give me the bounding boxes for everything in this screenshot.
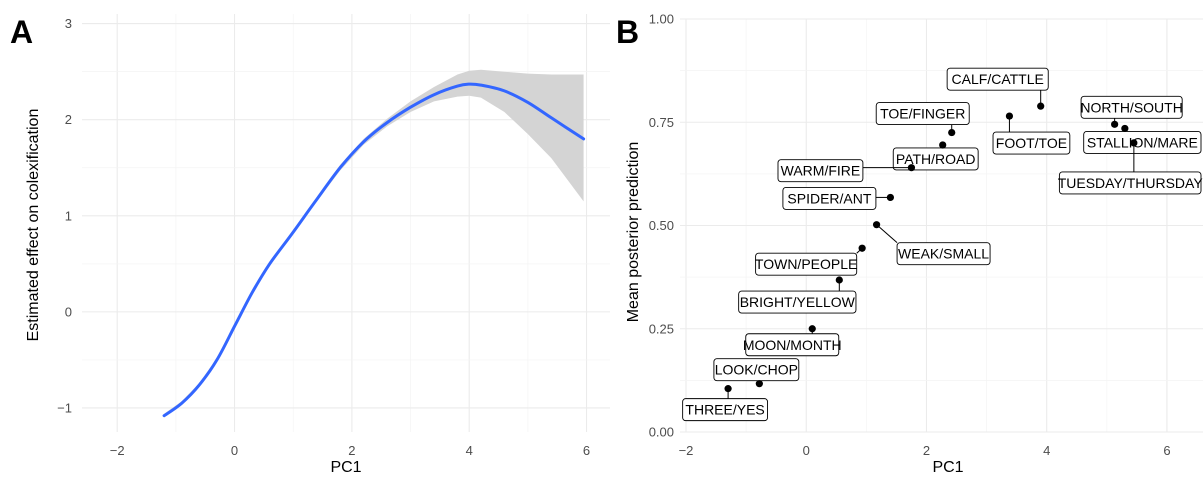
label-text: LOOK/CHOP	[715, 362, 798, 378]
chart-a-x-tick-label: 4	[466, 443, 473, 458]
scatter-point-label: MOON/MONTH	[743, 328, 842, 357]
scatter-point-label: CALF/CATTLE	[946, 67, 1049, 107]
label-box	[892, 147, 979, 171]
label-leader-line	[876, 224, 898, 244]
label-box	[782, 186, 877, 210]
chart-b-x-tick-label: 4	[1043, 443, 1050, 458]
chart-b-x-tick-label: 6	[1163, 443, 1170, 458]
label-box	[777, 159, 864, 183]
scatter-point-label: BRIGHT/YELLOW	[738, 280, 857, 314]
scatter-point	[1121, 124, 1129, 133]
chart-a-y-tick-label: 0	[65, 304, 72, 319]
chart-a-line-series	[162, 82, 586, 418]
label-text: NORTH/SOUTH	[1080, 99, 1182, 115]
chart-b-y-axis-title: Mean posterior prediction	[625, 142, 642, 323]
label-text: WARM/FIRE	[781, 163, 861, 179]
chart-a-band-area	[164, 69, 584, 418]
label-text: STALLION/MARE	[1087, 134, 1198, 150]
label-box	[875, 102, 970, 126]
scatter-point	[872, 221, 881, 229]
scatter-point	[939, 141, 947, 149]
chart-b-y-tick-label: 0.25	[649, 321, 674, 336]
label-box	[1083, 130, 1202, 154]
chart-a-confidence-band	[164, 69, 584, 418]
scatter-point	[886, 193, 895, 202]
label-text: TOWN/PEOPLE	[755, 256, 857, 272]
scatter-point-label: FOOT/TOE	[992, 116, 1071, 155]
scatter-point-label: TOE/FINGER	[875, 102, 970, 133]
scatter-point-label: PATH/ROAD	[892, 144, 979, 171]
chart-a-y-tick-label: 3	[65, 16, 72, 31]
label-text: THREE/YES	[685, 402, 764, 418]
label-text: TOE/FINGER	[880, 106, 965, 122]
scatter-point	[755, 380, 763, 388]
label-box	[738, 290, 857, 314]
label-box	[755, 252, 858, 276]
chart-b-x-tick-label: 0	[803, 443, 810, 458]
chart-a: −2 0 2 4 6 −1 0 1 2 3 PC1 Estimated effect on col…	[25, 14, 610, 476]
label-text: BRIGHT/YELLOW	[740, 294, 856, 310]
scatter-point-label: TUESDAY/THURSDAY	[1058, 142, 1203, 195]
chart-b-y-tick-label: 0.75	[649, 115, 674, 130]
scatter-point	[1111, 120, 1119, 128]
scatter-point-label: THREE/YES	[682, 388, 768, 422]
scatter-point	[835, 276, 843, 284]
scatter-point-label: TOWN/PEOPLE	[755, 247, 863, 276]
chart-a-y-tick-label: −1	[57, 400, 72, 415]
scatter-point	[1130, 139, 1138, 147]
chart-a-grid	[82, 14, 610, 432]
scatter-point-label: WARM/FIRE	[777, 159, 912, 183]
chart-b-marks: CALF/CATTLE NORTH/SOUTH STALLION/MARE TUESD…	[682, 67, 1203, 422]
scatter-point	[724, 385, 732, 393]
label-box	[946, 67, 1049, 91]
chart-b-y-tick-label: 0.50	[649, 218, 674, 233]
label-text: MOON/MONTH	[743, 337, 842, 353]
label-text: TUESDAY/THURSDAY	[1058, 175, 1203, 191]
label-text: FOOT/TOE	[996, 135, 1067, 151]
scatter-point-label: LOOK/CHOP	[713, 358, 800, 384]
chart-a-x-tick-label: 2	[348, 443, 355, 458]
chart-a-y-tick-label: 1	[65, 208, 72, 223]
scatter-point	[1005, 112, 1014, 120]
scatter-point	[808, 325, 816, 333]
label-box	[745, 333, 840, 357]
chart-a-x-tick-label: 0	[231, 443, 238, 458]
scatter-point	[1037, 102, 1045, 110]
chart-b-x-tick-label: 2	[923, 443, 930, 458]
label-box	[713, 358, 800, 382]
chart-a-ticks: −2 0 2 4 6 −1 0 1 2 3	[57, 16, 590, 458]
chart-a-x-tick-label: −2	[110, 443, 125, 458]
label-box	[992, 131, 1071, 155]
label-text: SPIDER/ANT	[787, 190, 871, 206]
chart-a-fit-line	[162, 82, 586, 418]
label-box	[682, 398, 768, 422]
chart-b-y-tick-label: 0.00	[649, 425, 674, 440]
label-text: PATH/ROAD	[896, 151, 976, 167]
scatter-point	[948, 128, 956, 137]
panel-letter-b: B	[616, 14, 639, 50]
scatter-point-label: NORTH/SOUTH	[1080, 95, 1183, 125]
chart-a-y-axis-title: Estimated effect on colexification	[25, 109, 42, 342]
scatter-point-label: SPIDER/ANT	[782, 186, 891, 210]
label-box	[1080, 95, 1183, 119]
label-text: CALF/CATTLE	[952, 71, 1044, 87]
scatter-point-label: WEAK/SMALL	[876, 224, 991, 266]
panel-letter-a: A	[10, 14, 33, 50]
chart-b-x-tick-label: −2	[679, 443, 694, 458]
chart-a-y-tick-label: 2	[65, 112, 72, 127]
label-box	[1058, 171, 1202, 195]
chart-b-x-axis-title: PC1	[932, 459, 963, 476]
chart-a-x-axis-title: PC1	[330, 459, 361, 476]
label-box	[896, 242, 991, 266]
chart-b-ticks: −2 0 2 4 6 0.00 0.25 0.50 0.75 1.00	[649, 12, 1171, 459]
label-text: WEAK/SMALL	[898, 246, 989, 262]
chart-a-x-tick-label: 6	[583, 443, 590, 458]
chart-b-y-tick-label: 1.00	[649, 12, 674, 27]
scatter-point	[907, 164, 916, 172]
scatter-point	[858, 244, 866, 252]
scatter-point-label: STALLION/MARE	[1083, 128, 1202, 154]
chart-b: CALF/CATTLE NORTH/SOUTH STALLION/MARE TUESD…	[625, 12, 1203, 476]
